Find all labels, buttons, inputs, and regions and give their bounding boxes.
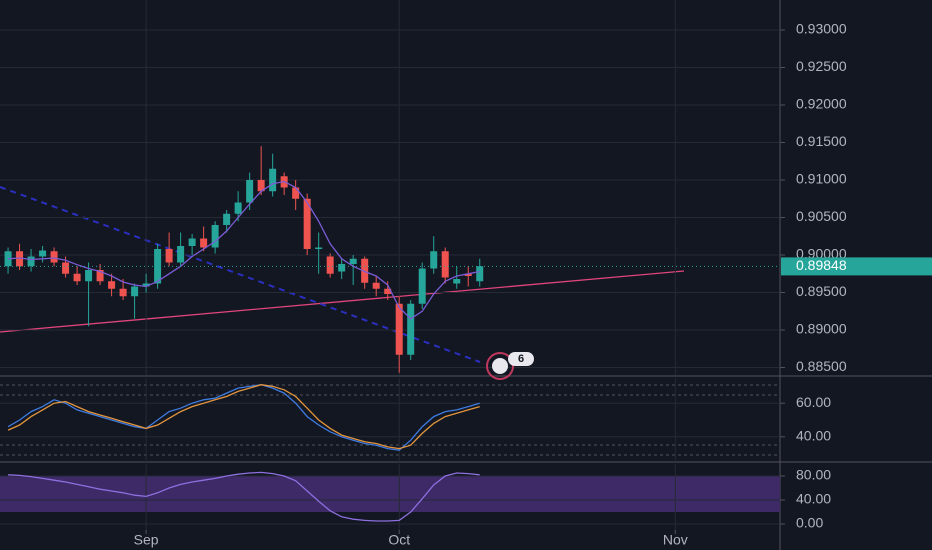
candle-body — [326, 256, 334, 274]
candle-body — [372, 282, 380, 289]
candle-body — [430, 251, 438, 269]
series-line — [7, 384, 480, 450]
candle-body — [476, 266, 484, 282]
candle-body — [234, 202, 242, 214]
candle-body — [73, 273, 81, 282]
candle-body — [154, 249, 162, 284]
candle-body — [39, 250, 47, 257]
y-tick-label: 0.89500 — [796, 283, 847, 299]
candle-body — [464, 273, 472, 276]
y-tick-label: 0.89000 — [796, 321, 847, 337]
candle-body — [177, 246, 185, 263]
candle-body — [257, 180, 265, 192]
badge-count-bg — [508, 352, 534, 366]
candle-body — [142, 283, 150, 287]
candle-body — [303, 198, 311, 249]
dashed-trend-line — [0, 186, 481, 363]
candle-body — [108, 281, 116, 289]
last-price-box — [781, 257, 932, 276]
candle-body — [165, 249, 173, 263]
annotation-badge[interactable]: 6 — [486, 352, 534, 380]
candle-body — [119, 288, 127, 297]
candle-body — [453, 279, 461, 284]
candle-body — [211, 225, 219, 248]
y-tick-label: 0.88500 — [796, 358, 847, 374]
candle-body — [188, 238, 196, 246]
candle-body — [407, 303, 415, 355]
y-tick-label: 0.90500 — [796, 208, 847, 224]
y-tick-label: 0.93000 — [796, 21, 847, 37]
candle-body — [395, 303, 403, 355]
badge-ring — [486, 352, 514, 380]
last-price-label: 0.89848 — [796, 257, 847, 273]
x-tick-label: Oct — [388, 532, 410, 548]
y-tick-label: 40.00 — [796, 428, 831, 444]
candle-body — [349, 258, 357, 264]
x-tick-label: Sep — [134, 532, 159, 548]
candle-body — [4, 251, 12, 267]
y-tick-label: 40.00 — [796, 491, 831, 507]
y-tick-label: 60.00 — [796, 394, 831, 410]
y-tick-label: 0.92000 — [796, 96, 847, 112]
candle-body — [418, 268, 426, 304]
candle-body — [315, 247, 323, 249]
y-tick-label: 80.00 — [796, 467, 831, 483]
series-line — [8, 471, 480, 522]
badge-core — [492, 358, 508, 374]
candle-body — [96, 270, 104, 282]
y-tick-label: 0.00 — [796, 515, 823, 531]
candle-body — [384, 288, 392, 294]
candle-body — [50, 251, 58, 263]
trend-line — [0, 270, 685, 333]
y-tick-label: 0.92500 — [796, 58, 847, 74]
candle-body — [441, 251, 449, 278]
candle-body — [131, 286, 139, 297]
candle-body — [338, 264, 346, 272]
y-tick-label: 0.91500 — [796, 133, 847, 149]
candle-body — [85, 270, 93, 282]
candle-body — [269, 168, 277, 192]
candle-body — [16, 251, 24, 267]
series-line — [8, 180, 480, 320]
candle-body — [223, 213, 231, 225]
candle-body — [361, 258, 369, 283]
candle-body — [246, 180, 254, 203]
badge-count: 6 — [518, 353, 524, 365]
x-tick-label: Nov — [663, 532, 688, 548]
candle-body — [292, 187, 300, 199]
candle-body — [27, 256, 35, 267]
band — [0, 476, 780, 512]
candle-body — [62, 262, 70, 274]
y-tick-label: 0.91000 — [796, 171, 847, 187]
candle-body — [200, 238, 208, 248]
